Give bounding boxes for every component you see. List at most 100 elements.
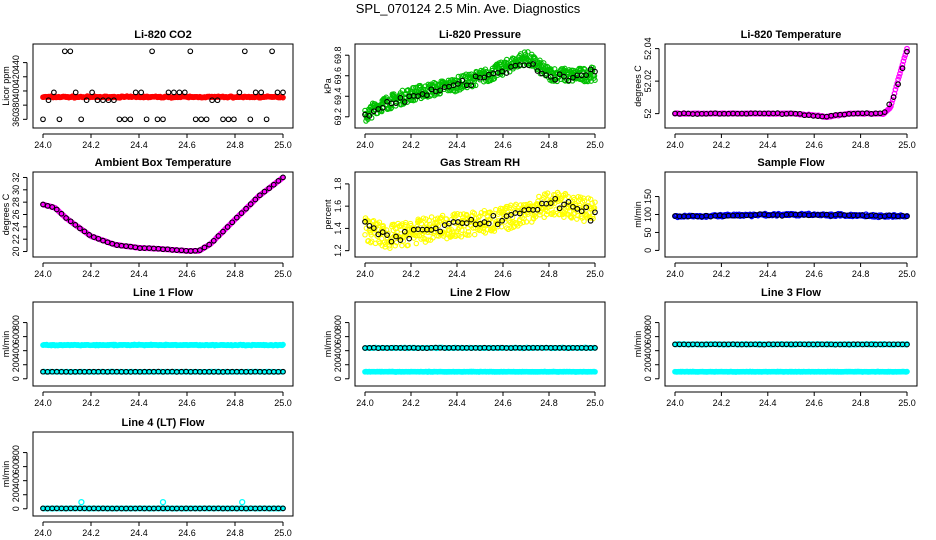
data-point <box>366 222 373 229</box>
y-axis-label: Licor ppm <box>1 66 11 106</box>
data-point <box>280 505 286 512</box>
data-point <box>494 221 501 228</box>
x-tick-label: 25.0 <box>898 140 916 150</box>
y-tick-label: 440 <box>11 55 21 70</box>
y-tick-label: 400 <box>333 343 343 358</box>
data-point <box>78 116 85 123</box>
data-point <box>584 214 591 221</box>
data-point <box>111 97 117 104</box>
series-ref <box>362 344 598 351</box>
x-tick-label: 24.6 <box>805 398 823 408</box>
data-point <box>578 208 585 215</box>
data-point <box>95 235 102 242</box>
x-tick-label: 24.8 <box>226 528 244 538</box>
data-point <box>481 74 488 81</box>
series-ref <box>672 48 910 120</box>
data-point <box>431 228 438 235</box>
data-point <box>261 188 268 195</box>
data-point <box>581 218 587 224</box>
y-tick-label: 400 <box>643 343 653 358</box>
y-tick-label: 69.8 <box>333 46 343 64</box>
x-tick-label: 24.8 <box>852 398 870 408</box>
data-point <box>143 116 150 123</box>
data-point <box>418 220 425 227</box>
data-point <box>574 206 581 212</box>
x-tick-label: 24.8 <box>540 140 558 150</box>
data-point <box>553 206 559 213</box>
data-point <box>547 200 554 206</box>
y-axis-label: degrees C <box>1 193 11 235</box>
data-point <box>392 242 398 249</box>
x-tick-label: 25.0 <box>898 398 916 408</box>
x-tick-label: 24.4 <box>759 140 777 150</box>
y-tick-label: 28 <box>11 197 21 207</box>
data-point <box>138 89 145 96</box>
data-point <box>900 58 907 65</box>
series-ref <box>672 211 910 220</box>
y-axis-label: percent <box>323 199 333 230</box>
data-point <box>899 65 906 72</box>
data-point <box>362 218 368 225</box>
data-point <box>424 92 430 99</box>
data-point <box>592 77 598 83</box>
data-point <box>491 228 498 234</box>
data-point <box>548 66 554 72</box>
y-tick-label: 0 <box>643 248 653 253</box>
data-point <box>252 196 259 203</box>
data-point <box>393 239 400 246</box>
data-point <box>224 224 231 230</box>
y-tick-label: 30 <box>11 185 21 195</box>
data-point <box>565 77 572 84</box>
data-point <box>562 210 568 217</box>
data-point <box>499 217 505 224</box>
data-point <box>458 234 465 240</box>
data-point <box>896 73 902 80</box>
plot-frame <box>32 43 294 129</box>
data-point <box>233 214 240 221</box>
x-tick-label: 25.0 <box>274 269 292 279</box>
data-point <box>523 219 530 225</box>
data-point <box>455 81 461 87</box>
data-point <box>72 222 79 228</box>
y-tick-label: 800 <box>643 315 653 330</box>
y-axis-label: kPa <box>323 78 333 94</box>
y-tick-label: 800 <box>333 315 343 330</box>
data-point <box>451 77 458 83</box>
data-point <box>366 113 373 119</box>
y-tick-label: 26 <box>11 209 21 219</box>
data-point <box>428 86 435 93</box>
y-tick-label: 69.2 <box>333 108 343 126</box>
data-point <box>280 368 286 375</box>
data-point <box>192 116 199 123</box>
data-point <box>225 116 232 123</box>
y-tick-label: 0 <box>11 506 21 511</box>
data-point <box>274 89 281 96</box>
x-tick-label: 24.4 <box>448 140 466 150</box>
x-tick-label: 24.4 <box>130 269 148 279</box>
series-ref <box>40 505 286 512</box>
data-point <box>275 178 282 184</box>
y-tick-label: 400 <box>11 343 21 358</box>
data-point <box>94 97 101 104</box>
data-point <box>559 195 565 201</box>
series-cyan-low <box>672 368 910 375</box>
chart-title: Line 3 Flow <box>761 287 821 299</box>
x-tick-label: 24.8 <box>226 398 244 408</box>
x-tick-label: 25.0 <box>274 528 292 538</box>
x-tick-label: 25.0 <box>898 269 916 279</box>
data-point <box>574 216 580 222</box>
x-tick-label: 24.2 <box>82 398 100 408</box>
data-point <box>159 498 167 506</box>
y-tick-label: 24 <box>11 222 21 232</box>
data-point <box>898 64 905 71</box>
data-point <box>450 229 457 235</box>
x-tick-label: 24.8 <box>226 140 244 150</box>
data-point <box>149 48 155 55</box>
data-point <box>532 213 539 220</box>
data-point <box>437 228 444 235</box>
data-point <box>397 94 404 101</box>
y-tick-label: 420 <box>11 69 21 84</box>
